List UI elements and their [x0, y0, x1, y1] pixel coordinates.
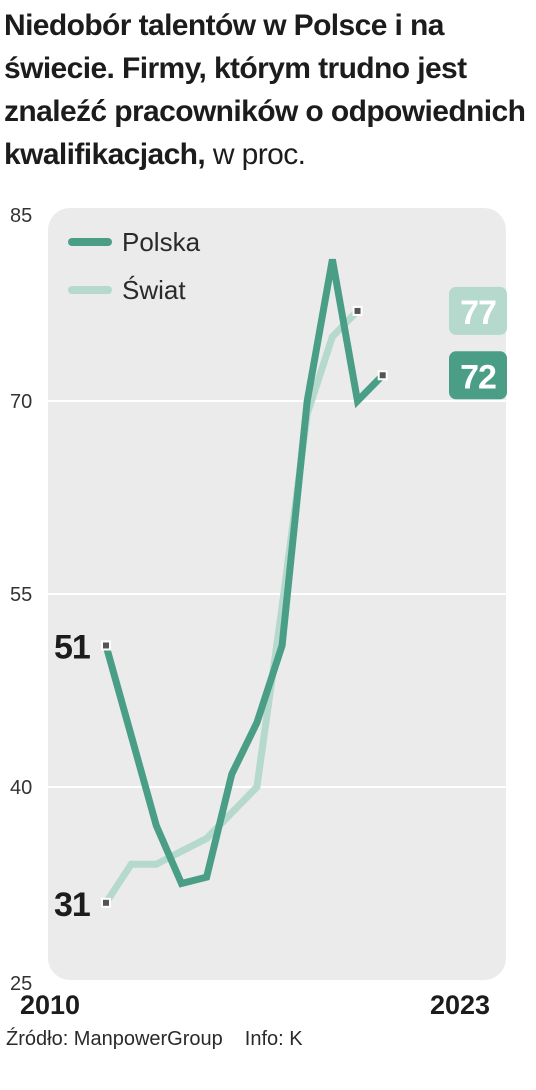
- chart-title-main: Niedobór talentów w Polsce i na świecie.…: [4, 9, 526, 171]
- y-tick-label: 70: [10, 391, 32, 413]
- legend: Polska Świat: [68, 227, 201, 305]
- start-value-label: 51: [54, 628, 90, 666]
- series-line-swiat: [103, 308, 361, 905]
- series-labels: 51 72 31 77: [54, 286, 507, 924]
- series-lines: [102, 258, 386, 905]
- info-note: Info: K: [244, 1028, 303, 1050]
- end-value-box: [449, 286, 507, 335]
- end-value-label: 77: [460, 294, 496, 332]
- data-point-marker-inner: [354, 307, 361, 314]
- legend-label: Świat: [122, 275, 186, 305]
- chart-title: Niedobór talentów w Polsce i na świecie.…: [4, 4, 532, 176]
- grid-lines: [48, 400, 506, 788]
- y-tick-label: 85: [10, 205, 32, 227]
- source-note: Źródło: ManpowerGroup: [6, 1028, 223, 1050]
- line-chart: 25 40 55 70 85 2010 2023 51 72 31 77 Polska Świat: [10, 205, 507, 1020]
- y-tick-label: 55: [10, 584, 32, 606]
- end-value-label: 72: [460, 358, 496, 396]
- chart-footer: Źródło: ManpowerGroup Info: K: [6, 1028, 303, 1051]
- data-point-marker-inner: [103, 899, 109, 906]
- start-value-label: 31: [54, 886, 90, 924]
- x-tick-label: 2010: [20, 990, 80, 1020]
- chart-title-unit: w proc.: [205, 138, 306, 171]
- legend-label: Polska: [122, 227, 201, 257]
- y-tick-label: 40: [10, 777, 32, 799]
- data-point-marker-inner: [379, 372, 386, 379]
- data-point-marker-inner: [103, 642, 109, 649]
- series-line-polska: [102, 258, 386, 888]
- end-value-box: [449, 351, 507, 400]
- x-tick-label: 2023: [430, 990, 490, 1020]
- y-tick-label: 25: [10, 973, 32, 995]
- y-axis: 25 40 55 70 85: [10, 205, 32, 995]
- x-axis: 2010 2023: [20, 990, 490, 1020]
